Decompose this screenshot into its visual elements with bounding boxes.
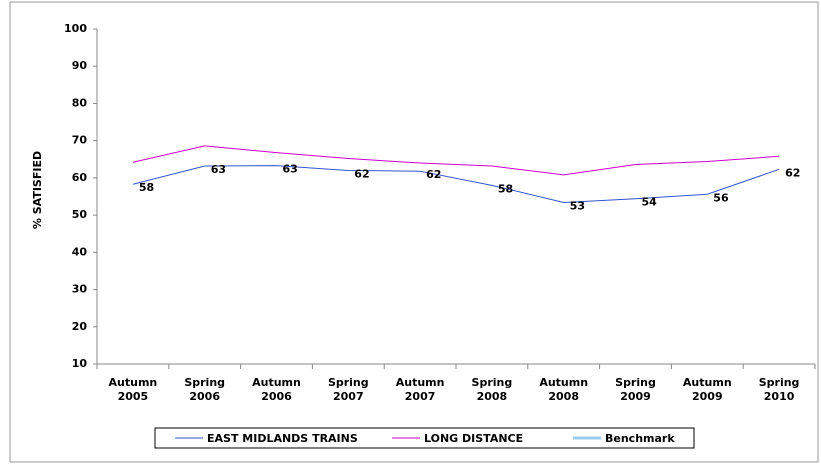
x-tick-label: Autumn 2009 — [682, 376, 732, 403]
legend-label: EAST MIDLANDS TRAINS — [207, 432, 358, 445]
y-tick-label: 60 — [72, 171, 88, 184]
data-label: 54 — [642, 196, 658, 209]
x-tick-label: Autumn 2006 — [252, 376, 301, 403]
x-tick-label: Spring 2009 — [615, 376, 656, 403]
x-tick-label: Spring 2007 — [327, 376, 369, 403]
x-tick-label: Spring 2006 — [184, 376, 226, 403]
y-tick-label: 80 — [72, 96, 88, 109]
data-label: 62 — [354, 167, 369, 180]
series-line — [132, 145, 780, 176]
data-label: 62 — [426, 168, 441, 181]
y-tick-label: 100 — [64, 22, 87, 35]
data-label: 58 — [139, 181, 154, 194]
x-tick-label: Spring 2008 — [471, 376, 513, 403]
legend-label: LONG DISTANCE — [424, 432, 523, 445]
y-tick-label: 50 — [72, 208, 88, 221]
series-line — [132, 165, 780, 203]
y-tick-label: 20 — [72, 320, 88, 333]
y-tick-label: 30 — [72, 283, 88, 296]
y-tick-label: 70 — [72, 134, 88, 147]
y-tick-label: 90 — [72, 59, 88, 72]
y-axis-label: % SATISFIED — [31, 151, 44, 229]
legend-label: Benchmark — [605, 432, 675, 445]
data-label: 58 — [498, 182, 513, 195]
x-tick-label: Autumn 2007 — [395, 376, 445, 403]
data-label: 62 — [785, 166, 800, 179]
x-tick-label: Autumn 2005 — [108, 376, 158, 403]
data-label: 53 — [570, 199, 585, 212]
data-label: 63 — [211, 163, 226, 176]
x-tick-label: Spring 2010 — [758, 376, 800, 403]
data-label: 63 — [283, 163, 298, 176]
y-tick-label: 40 — [72, 245, 88, 258]
y-tick-label: 10 — [72, 357, 88, 370]
data-label: 56 — [713, 191, 729, 204]
x-tick-label: Autumn 2008 — [539, 376, 589, 403]
chart-border — [9, 1, 819, 463]
legend-box — [154, 427, 695, 449]
